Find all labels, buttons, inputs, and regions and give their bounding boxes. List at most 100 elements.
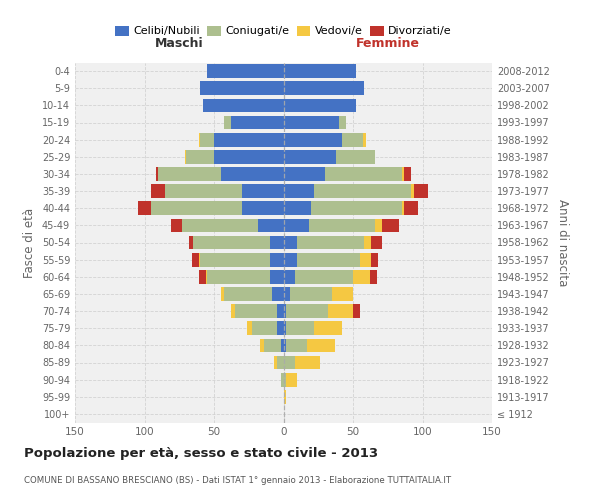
Bar bbox=[284, 287, 353, 301]
Bar bbox=[260, 338, 284, 352]
Bar bbox=[284, 184, 412, 198]
Bar bbox=[199, 133, 284, 146]
Bar bbox=[284, 184, 428, 198]
Bar bbox=[269, 253, 284, 266]
Bar bbox=[284, 167, 401, 181]
Bar bbox=[264, 338, 284, 352]
Bar bbox=[277, 304, 284, 318]
Bar bbox=[185, 150, 284, 164]
Bar bbox=[269, 236, 284, 250]
Bar bbox=[277, 322, 284, 335]
Bar bbox=[284, 390, 286, 404]
Bar bbox=[206, 270, 284, 283]
Bar bbox=[151, 184, 284, 198]
Bar bbox=[284, 64, 356, 78]
Bar bbox=[284, 218, 308, 232]
Bar bbox=[284, 236, 371, 250]
Bar bbox=[269, 270, 284, 283]
Bar bbox=[171, 218, 284, 232]
Bar bbox=[200, 82, 284, 95]
Bar bbox=[259, 218, 284, 232]
Bar bbox=[235, 304, 284, 318]
Bar bbox=[182, 218, 284, 232]
Bar bbox=[284, 322, 314, 335]
Bar bbox=[200, 82, 284, 95]
Bar bbox=[284, 184, 414, 198]
Bar bbox=[224, 116, 284, 130]
Y-axis label: Anni di nascita: Anni di nascita bbox=[556, 199, 569, 286]
Bar bbox=[284, 253, 298, 266]
Bar bbox=[284, 202, 401, 215]
Bar bbox=[284, 373, 298, 386]
Legend: Celibi/Nubili, Coniugati/e, Vedovi/e, Divorziati/e: Celibi/Nubili, Coniugati/e, Vedovi/e, Di… bbox=[111, 22, 456, 41]
Bar bbox=[277, 356, 284, 370]
Bar bbox=[284, 356, 320, 370]
Bar bbox=[200, 82, 284, 95]
Bar bbox=[284, 287, 290, 301]
Bar bbox=[284, 184, 314, 198]
Bar bbox=[193, 236, 284, 250]
Text: Maschi: Maschi bbox=[155, 37, 203, 50]
Bar bbox=[260, 338, 284, 352]
Bar bbox=[284, 82, 364, 95]
Bar bbox=[199, 253, 284, 266]
Bar bbox=[284, 116, 346, 130]
Bar bbox=[284, 253, 378, 266]
Bar bbox=[193, 236, 284, 250]
Bar bbox=[199, 270, 284, 283]
Bar bbox=[284, 356, 320, 370]
Bar bbox=[207, 64, 284, 78]
Bar bbox=[214, 150, 284, 164]
Bar bbox=[203, 98, 284, 112]
Bar bbox=[200, 82, 284, 95]
Bar bbox=[284, 64, 356, 78]
Bar bbox=[284, 338, 286, 352]
Bar bbox=[284, 133, 365, 146]
Bar bbox=[284, 167, 404, 181]
Bar bbox=[247, 322, 284, 335]
Bar bbox=[281, 373, 284, 386]
Bar bbox=[284, 287, 353, 301]
Bar bbox=[284, 167, 325, 181]
Bar bbox=[186, 150, 284, 164]
Bar bbox=[207, 64, 284, 78]
Bar bbox=[284, 373, 298, 386]
Bar bbox=[284, 322, 342, 335]
Bar bbox=[284, 202, 418, 215]
Bar bbox=[284, 116, 346, 130]
Bar bbox=[189, 236, 284, 250]
Bar bbox=[284, 150, 337, 164]
Bar bbox=[284, 373, 286, 386]
Bar bbox=[284, 356, 295, 370]
Bar bbox=[224, 116, 284, 130]
Text: COMUNE DI BASSANO BRESCIANO (BS) - Dati ISTAT 1° gennaio 2013 - Elaborazione TUT: COMUNE DI BASSANO BRESCIANO (BS) - Dati … bbox=[24, 476, 451, 485]
Bar bbox=[251, 322, 284, 335]
Bar bbox=[284, 116, 346, 130]
Bar bbox=[166, 184, 284, 198]
Bar bbox=[284, 338, 307, 352]
Bar bbox=[284, 390, 286, 404]
Bar bbox=[284, 322, 342, 335]
Bar bbox=[221, 287, 284, 301]
Bar bbox=[284, 167, 412, 181]
Bar bbox=[284, 82, 364, 95]
Bar bbox=[221, 167, 284, 181]
Bar bbox=[200, 253, 284, 266]
Bar bbox=[284, 218, 399, 232]
Bar bbox=[284, 150, 375, 164]
Bar bbox=[284, 64, 356, 78]
Bar bbox=[284, 82, 364, 95]
Bar bbox=[151, 202, 284, 215]
Bar bbox=[284, 270, 295, 283]
Bar bbox=[284, 304, 353, 318]
Bar bbox=[284, 253, 360, 266]
Bar bbox=[151, 202, 284, 215]
Bar bbox=[224, 116, 284, 130]
Bar bbox=[207, 270, 284, 283]
Bar bbox=[200, 133, 284, 146]
Bar bbox=[192, 253, 284, 266]
Bar bbox=[284, 270, 353, 283]
Bar bbox=[284, 150, 375, 164]
Bar bbox=[158, 167, 284, 181]
Bar bbox=[284, 338, 335, 352]
